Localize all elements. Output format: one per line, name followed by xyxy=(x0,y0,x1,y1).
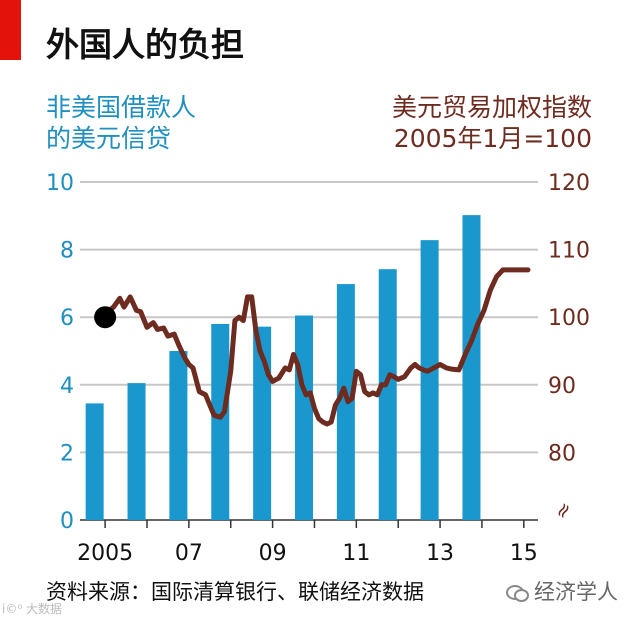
right-axis-label-line-2: 2005年1月=100 xyxy=(393,124,592,153)
brand: 经济学人 xyxy=(506,576,618,606)
start-marker xyxy=(94,306,117,329)
bar xyxy=(378,269,397,520)
left-axis-label-line-2: 的美元信贷 xyxy=(46,124,172,153)
right-tick-label: 110 xyxy=(548,239,590,264)
bar xyxy=(85,403,104,520)
x-tick-label: 11 xyxy=(342,541,370,566)
x-tick-label: 2005 xyxy=(77,541,133,566)
x-tick-label: 09 xyxy=(259,541,287,566)
left-tick-label: 10 xyxy=(46,171,74,196)
right-axis-label: 美元贸易加权指数 2005年1月=100 xyxy=(392,92,592,154)
left-tick-label: 8 xyxy=(60,239,74,264)
bar xyxy=(211,323,230,520)
brand-name: 经济学人 xyxy=(534,580,618,604)
chart-title: 外国人的负担 xyxy=(46,25,244,64)
x-tick-label: 07 xyxy=(175,541,203,566)
left-tick-label: 6 xyxy=(60,306,74,331)
axis-break-symbol: ≈ xyxy=(548,497,577,524)
bar xyxy=(420,240,439,521)
bar xyxy=(127,383,146,520)
bar xyxy=(295,315,313,520)
left-axis-label: 非美国借款人 的美元信贷 xyxy=(46,92,196,154)
left-tick-label: 2 xyxy=(60,441,74,466)
right-tick-label: 100 xyxy=(548,306,590,331)
wechat-icon xyxy=(506,583,529,602)
accent-tab xyxy=(0,0,21,60)
left-axis-label-line-1: 非美国借款人 xyxy=(46,93,197,122)
watermark: i©⁰ 大数据 xyxy=(2,602,62,616)
right-tick-label: 80 xyxy=(548,441,576,466)
left-tick-label: 4 xyxy=(60,374,74,399)
source-note: 资料来源：国际清算银行、联储经济数据 xyxy=(46,580,424,604)
left-tick-label: 0 xyxy=(60,509,74,534)
dollar-index-line xyxy=(102,267,531,427)
right-axis-label-line-1: 美元贸易加权指数 xyxy=(391,93,592,122)
right-tick-label: 120 xyxy=(548,171,590,196)
x-tick-label: 13 xyxy=(426,541,454,566)
x-tick-label: 15 xyxy=(510,541,538,566)
bar xyxy=(462,215,481,520)
bar xyxy=(169,351,188,520)
right-tick-label: 90 xyxy=(548,374,576,399)
